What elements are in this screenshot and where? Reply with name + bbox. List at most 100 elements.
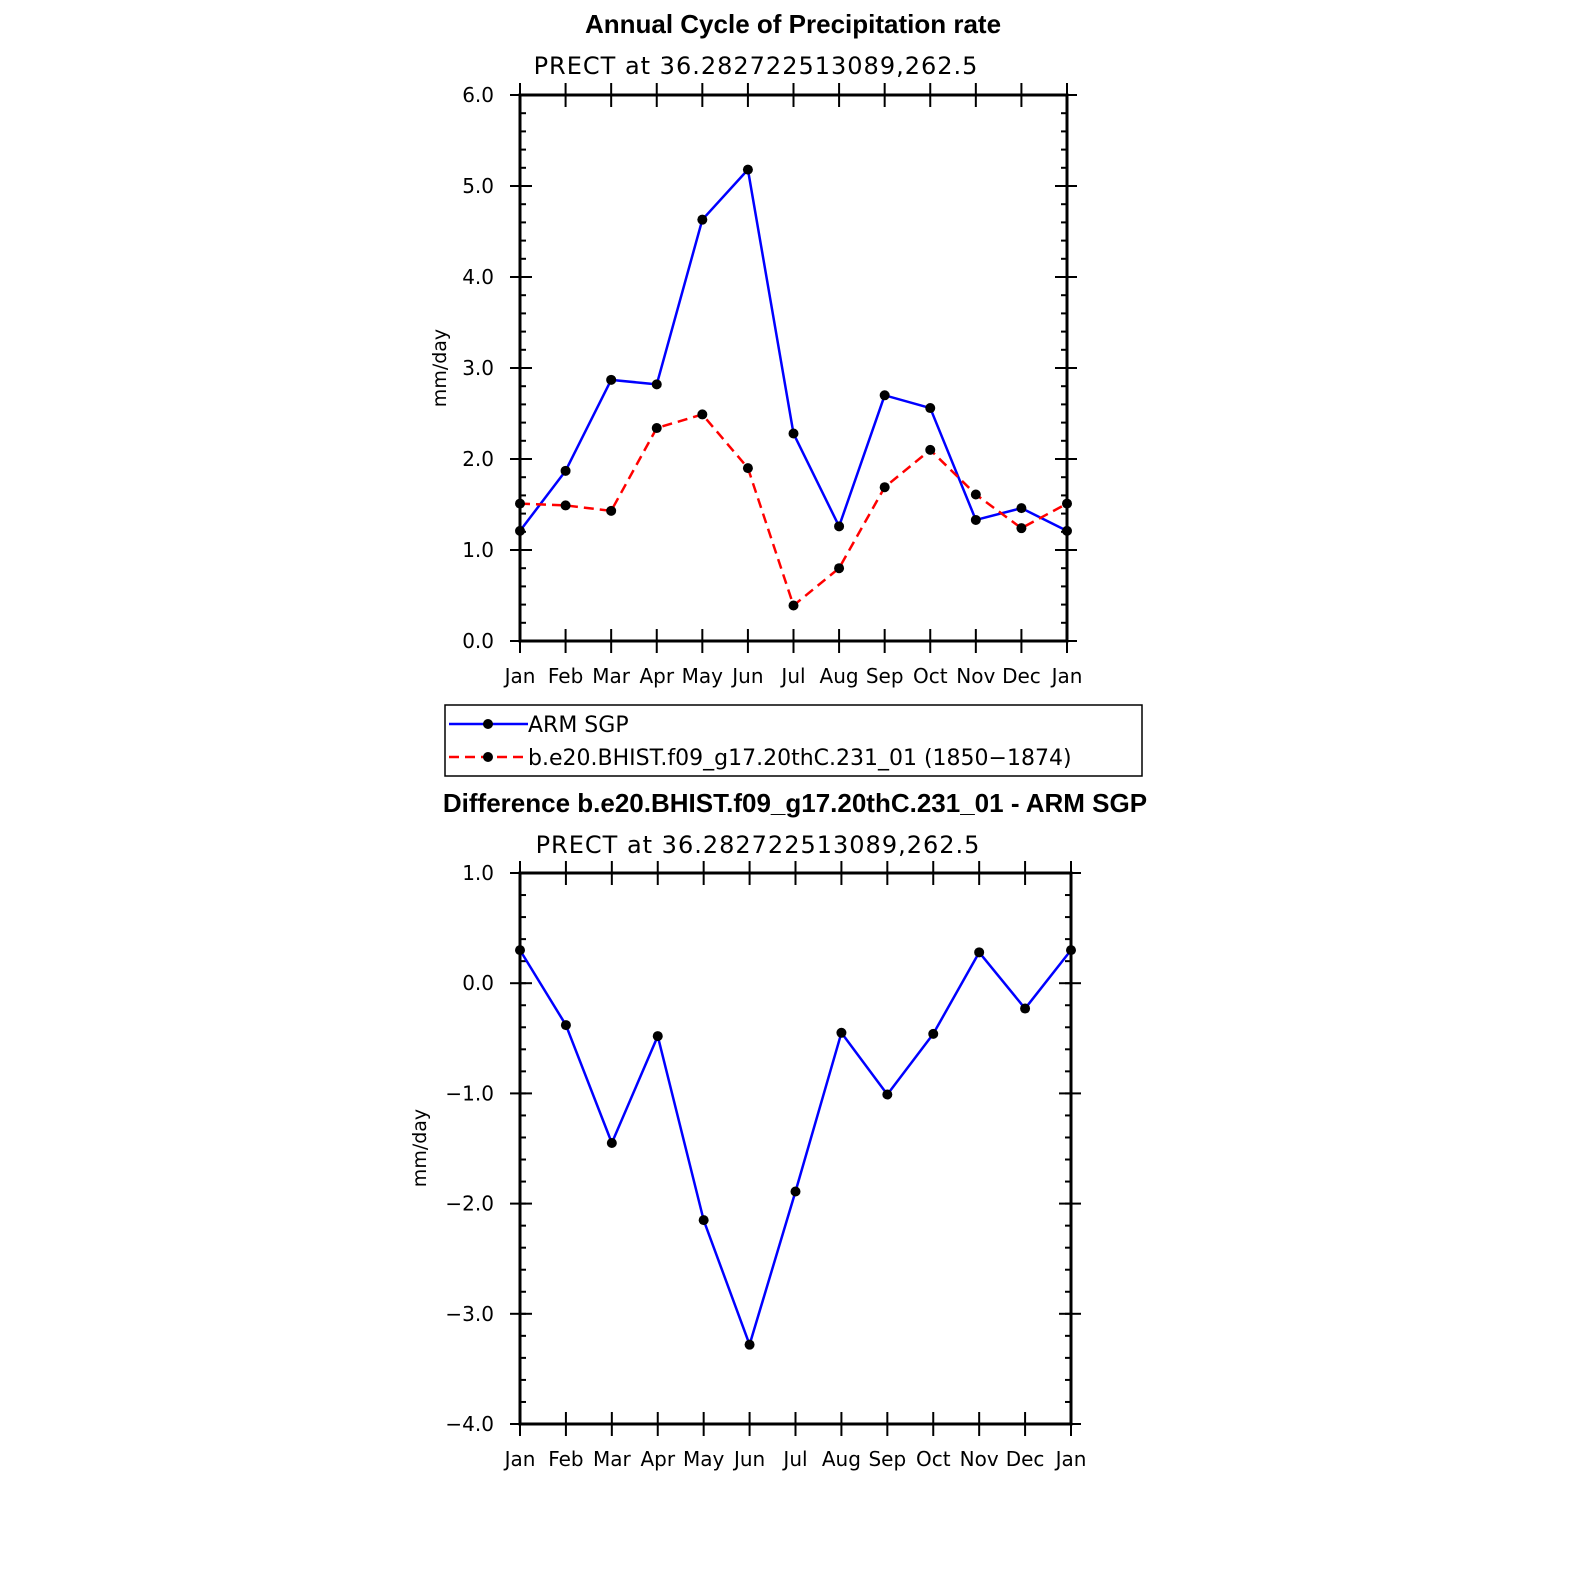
data-point xyxy=(744,1339,755,1350)
chart-subtitle: PRECT at 36.282722513089,262.5 xyxy=(534,52,979,80)
y-axis-label: mm/day xyxy=(409,1109,431,1187)
data-point xyxy=(970,514,981,525)
data-point xyxy=(697,409,708,420)
x-tick-label: Jul xyxy=(779,664,805,688)
data-point xyxy=(788,428,799,439)
y-tick-label: −3.0 xyxy=(445,1302,494,1326)
data-point xyxy=(788,600,799,611)
plot-frame xyxy=(518,871,1073,1426)
data-point xyxy=(834,563,845,574)
data-point xyxy=(697,214,708,225)
legend: ARM SGP b.e20.BHIST.f09_g17.20thC.231_01… xyxy=(444,704,1143,777)
data-point xyxy=(836,1027,847,1038)
data-point xyxy=(651,379,662,390)
x-tick-label: Mar xyxy=(592,664,631,688)
data-point xyxy=(1016,503,1027,514)
data-point xyxy=(1062,498,1072,509)
data-point xyxy=(698,1215,709,1226)
x-tick-label: May xyxy=(682,664,724,688)
x-tick-label: Jan xyxy=(503,664,536,688)
x-tick-label: Oct xyxy=(916,1447,951,1471)
x-tick-label: Nov xyxy=(956,664,995,688)
difference-chart: Difference b.e20.BHIST.f09_g17.20thC.231… xyxy=(409,788,1147,1471)
y-tick-label: 5.0 xyxy=(462,174,494,198)
y-tick-label: 0.0 xyxy=(462,971,494,995)
data-point xyxy=(1020,1003,1031,1014)
data-point xyxy=(742,463,753,474)
x-tick-label: Sep xyxy=(866,664,904,688)
data-point xyxy=(560,465,571,476)
x-tick-label: Jun xyxy=(730,664,763,688)
chart-subtitle: PRECT at 36.282722513089,262.5 xyxy=(536,831,981,859)
legend-label-model: b.e20.BHIST.f09_g17.20thC.231_01 (1850−1… xyxy=(528,746,1072,771)
plot-frame xyxy=(518,93,1069,643)
data-point xyxy=(925,444,936,455)
y-tick-label: 6.0 xyxy=(462,83,494,107)
legend-marker-arm xyxy=(483,719,493,729)
chart-title: Difference b.e20.BHIST.f09_g17.20thC.231… xyxy=(443,788,1147,818)
x-tick-label: May xyxy=(683,1447,725,1471)
x-tick-label: Jan xyxy=(503,1447,536,1471)
y-tick-label: 0.0 xyxy=(462,629,494,653)
y-tick-label: 3.0 xyxy=(462,356,494,380)
data-point xyxy=(651,423,662,434)
chart-title: Annual Cycle of Precipitation rate xyxy=(585,9,1001,39)
data-point xyxy=(879,482,890,493)
series-line xyxy=(519,413,1068,607)
x-tick-label: Mar xyxy=(593,1447,632,1471)
y-tick-label: −2.0 xyxy=(445,1192,494,1216)
precip-annual-cycle-chart: Annual Cycle of Precipitation rate PRECT… xyxy=(429,9,1082,688)
data-point xyxy=(515,525,525,536)
data-point xyxy=(974,947,985,958)
data-point xyxy=(652,1031,663,1042)
x-tick-label: Apr xyxy=(640,1447,675,1471)
y-tick-label: 1.0 xyxy=(462,861,494,885)
data-point xyxy=(834,521,845,532)
legend-marker-model xyxy=(483,752,493,762)
x-tick-label: Oct xyxy=(913,664,948,688)
legend-box xyxy=(444,704,1143,777)
data-point xyxy=(1062,525,1072,536)
x-tick-label: Dec xyxy=(1002,664,1041,688)
data-point xyxy=(560,1020,571,1031)
x-tick-label: Aug xyxy=(820,664,859,688)
series-line xyxy=(518,949,1072,1346)
y-tick-label: 2.0 xyxy=(462,447,494,471)
y-tick-label: 4.0 xyxy=(462,265,494,289)
series-layer xyxy=(515,164,1072,611)
x-tick-label: Jan xyxy=(1050,664,1083,688)
x-tick-label: Jul xyxy=(781,1447,807,1471)
data-point xyxy=(560,500,571,511)
y-axis-label: mm/day xyxy=(429,329,451,407)
legend-label-arm: ARM SGP xyxy=(528,713,629,738)
data-point xyxy=(1016,523,1027,534)
x-tick-label: Aug xyxy=(822,1447,861,1471)
axes: 0.0 1.0 2.0 3.0 4.0 5.0 6.0 Jan Feb Mar Apr May Jun J… xyxy=(462,83,1082,688)
data-point xyxy=(882,1089,893,1100)
data-point xyxy=(606,505,617,516)
data-point xyxy=(515,498,525,509)
data-point xyxy=(970,489,981,500)
x-tick-label: Apr xyxy=(639,664,674,688)
data-point xyxy=(790,1186,801,1197)
y-tick-label: −4.0 xyxy=(445,1412,494,1436)
series-line xyxy=(519,168,1068,533)
x-tick-label: Dec xyxy=(1006,1447,1045,1471)
data-point xyxy=(925,403,936,414)
data-point xyxy=(742,164,753,175)
x-tick-label: Nov xyxy=(960,1447,999,1471)
x-tick-label: Jan xyxy=(1054,1447,1087,1471)
data-point xyxy=(1066,945,1076,956)
axes: −4.0 −3.0 −2.0 −1.0 0.0 1.0 Jan Feb Mar Apr May Jun… xyxy=(445,861,1086,1471)
data-point xyxy=(515,945,525,956)
y-tick-label: −1.0 xyxy=(445,1081,494,1105)
x-tick-label: Sep xyxy=(868,1447,906,1471)
data-point xyxy=(606,374,617,385)
data-point xyxy=(879,390,890,401)
data-point xyxy=(928,1028,939,1039)
x-tick-label: Jun xyxy=(732,1447,765,1471)
series-layer xyxy=(515,945,1076,1350)
x-tick-label: Feb xyxy=(548,664,583,688)
y-tick-label: 1.0 xyxy=(462,538,494,562)
